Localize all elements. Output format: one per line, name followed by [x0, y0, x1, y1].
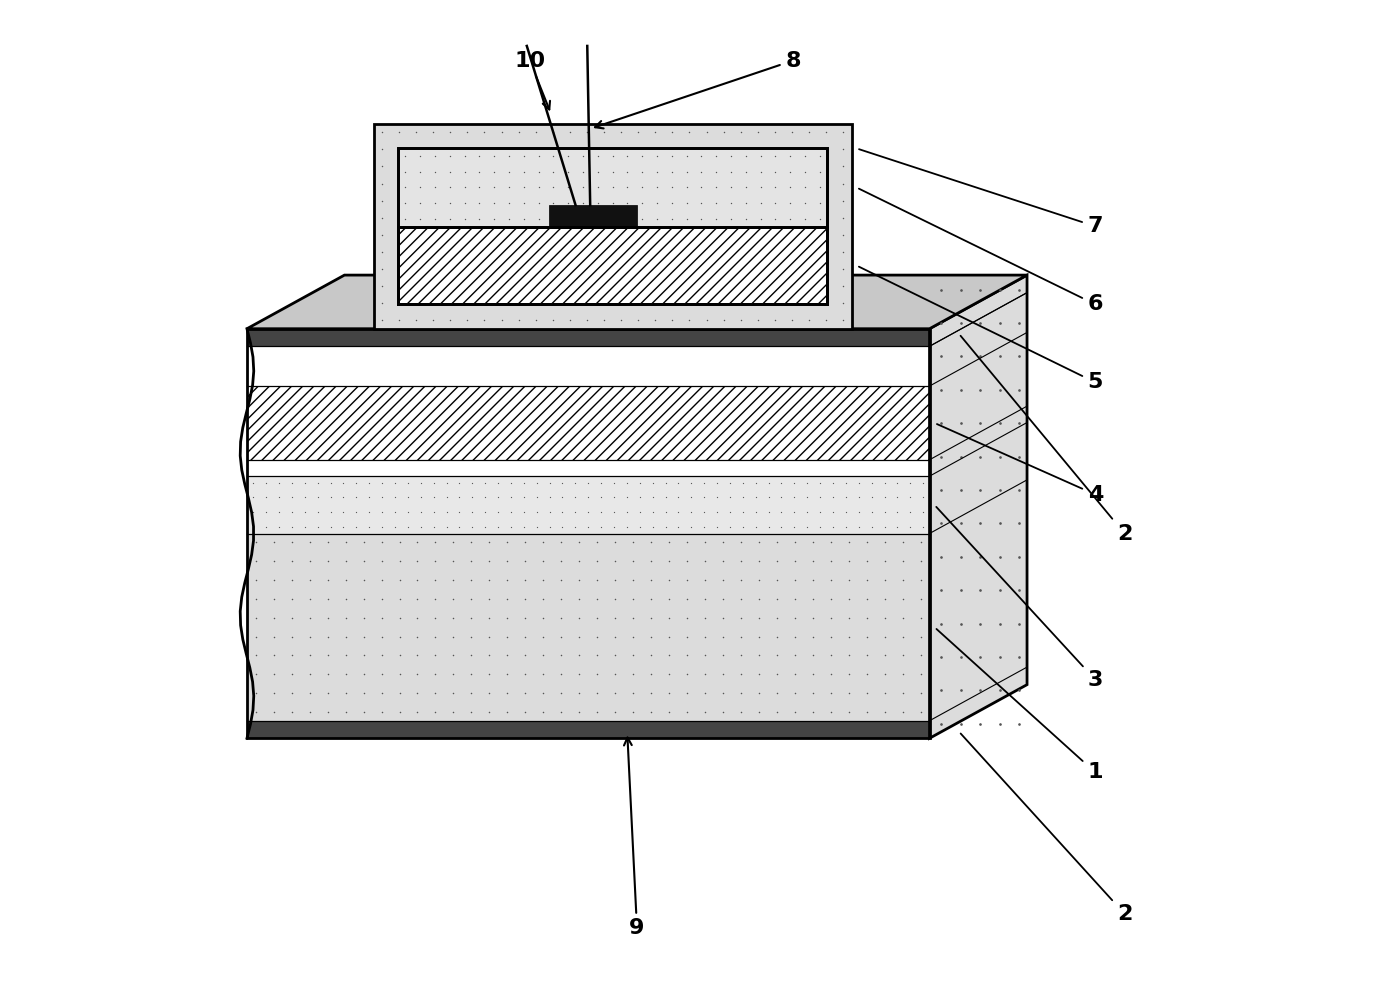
Text: 7: 7: [860, 149, 1103, 236]
Bar: [248, 386, 929, 460]
Text: 2: 2: [961, 734, 1132, 924]
Bar: [398, 148, 828, 226]
Bar: [398, 226, 828, 305]
Bar: [248, 346, 929, 386]
Bar: [398, 226, 828, 305]
Text: 10: 10: [515, 50, 549, 110]
Bar: [398, 148, 828, 226]
Bar: [248, 533, 929, 721]
Bar: [248, 721, 929, 738]
Text: 8: 8: [595, 50, 801, 129]
Polygon shape: [929, 275, 1027, 738]
Text: 2: 2: [961, 335, 1132, 544]
Text: 1: 1: [936, 629, 1103, 782]
Text: 6: 6: [858, 189, 1103, 315]
Bar: [248, 476, 929, 533]
Bar: [374, 124, 851, 328]
Text: 5: 5: [858, 267, 1103, 393]
Bar: [248, 328, 929, 346]
Bar: [374, 124, 851, 328]
Text: 4: 4: [938, 424, 1103, 504]
Bar: [549, 205, 637, 226]
Bar: [248, 328, 929, 738]
Text: 9: 9: [625, 738, 644, 939]
Bar: [398, 148, 828, 305]
Text: 3: 3: [936, 507, 1103, 689]
Bar: [248, 460, 929, 476]
Polygon shape: [248, 275, 1027, 328]
